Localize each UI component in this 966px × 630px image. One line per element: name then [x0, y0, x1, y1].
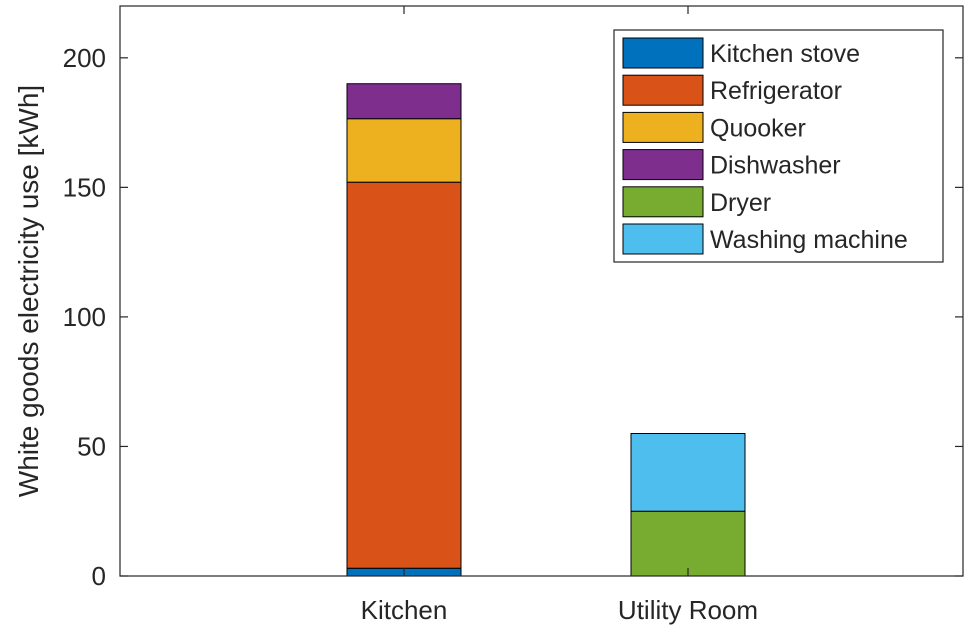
ticks-layer: [120, 6, 963, 577]
legend-label: Quooker: [710, 114, 806, 142]
x-tick-labels: Kitchen Utility Room: [361, 595, 758, 625]
legend-label: Washing machine: [710, 226, 908, 254]
bars-layer: [346, 83, 746, 577]
x-tick-label: Kitchen: [361, 595, 448, 625]
plot-frame: [119, 5, 964, 577]
y-tick-label: 50: [77, 431, 106, 461]
bar-segment-dryer-utility-room: [630, 510, 746, 577]
legend-box: [613, 29, 944, 263]
y-axis-label: White goods electricity use [kWh]: [13, 85, 44, 497]
bar-segment-washing-machine-utility-room: [630, 433, 746, 512]
y-tick-labels: 0 50 100 150 200: [63, 43, 106, 591]
y-tick-label: 100: [63, 302, 106, 332]
legend-swatch: [622, 37, 704, 69]
bar-segment-refrigerator-kitchen: [346, 181, 462, 569]
legend-swatch: [622, 74, 704, 106]
y-tick-label: 200: [63, 43, 106, 73]
legend-label: Dryer: [710, 189, 771, 217]
legend-swatch: [622, 149, 704, 181]
legend-swatch: [622, 186, 704, 218]
legend-label: Kitchen stove: [710, 40, 860, 68]
bar-segment-quooker-kitchen: [346, 118, 462, 183]
y-tick-label: 0: [92, 561, 106, 591]
legend-label: Dishwasher: [710, 152, 841, 180]
legend-swatch: [622, 223, 704, 255]
legend-label: Refrigerator: [710, 77, 842, 105]
legend-swatch: [622, 111, 704, 143]
x-tick-label: Utility Room: [618, 595, 758, 625]
y-tick-label: 150: [63, 172, 106, 202]
legend: Kitchen stove Refrigerator Quooker Dishwash…: [613, 29, 944, 263]
bar-segment-dishwasher-kitchen: [346, 83, 462, 120]
